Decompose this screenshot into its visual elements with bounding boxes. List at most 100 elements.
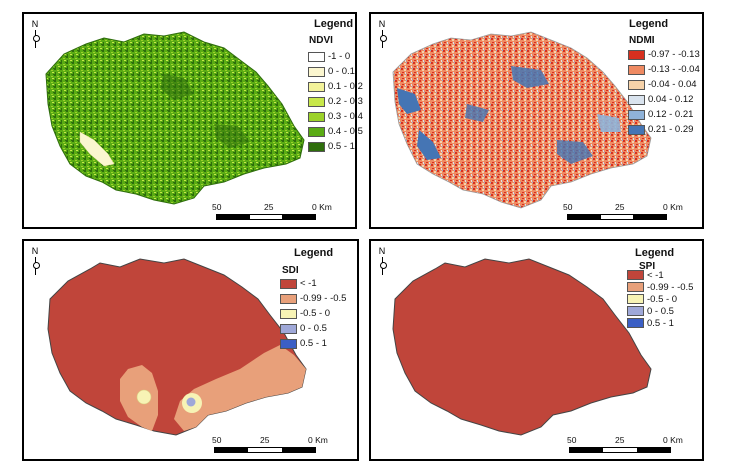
ndvi-map — [45, 31, 305, 205]
scale-label: 0 Km — [308, 435, 328, 445]
legend-swatch — [308, 81, 325, 92]
legend-title: Legend — [294, 247, 334, 259]
legend-swatch — [628, 64, 645, 75]
scale-label: 50 — [567, 435, 577, 445]
legend-item: -0.99 - -0.5 — [280, 291, 346, 306]
legend-item: -0.97 - -0.13 — [628, 47, 700, 62]
legend-title: Legend — [635, 247, 675, 259]
sdi-map — [47, 258, 307, 436]
ndmi-wet-patch — [511, 66, 549, 88]
sdi-basin — [47, 258, 307, 436]
scale-bar: 50 25 0 Km — [563, 202, 685, 220]
legend-item: -0.99 - -0.5 — [627, 281, 693, 293]
legend-item: 0 - 0.1 — [308, 64, 363, 79]
legend-swatch — [280, 338, 297, 349]
legend-variable: SDI — [282, 265, 299, 276]
legend-item: 0.21 - 0.29 — [628, 122, 700, 137]
legend-item: -0.5 - 0 — [280, 306, 346, 321]
ndmi-wet-patch — [465, 104, 489, 122]
legend-variable: SPI — [639, 261, 656, 272]
legend-swatch — [628, 124, 645, 135]
scale-label: 0 Km — [663, 202, 683, 212]
ndmi-legend: -0.97 - -0.13 -0.13 - -0.04 -0.04 - 0.04… — [628, 47, 700, 137]
legend-item: -1 - 0 — [308, 49, 363, 64]
sdi-legend: < -1 -0.99 - -0.5 -0.5 - 0 0 - 0.5 0.5 -… — [280, 276, 346, 351]
legend-swatch — [628, 79, 645, 90]
spi-basin — [392, 258, 652, 436]
sdi-mild-zone — [136, 389, 152, 405]
legend-item: < -1 — [627, 269, 693, 281]
legend-swatch — [308, 111, 325, 122]
legend-swatch — [308, 141, 325, 152]
ndmi-map — [392, 31, 652, 209]
sdi-moderate-zone — [174, 345, 306, 431]
scale-bar: 50 25 0 Km — [212, 202, 334, 220]
north-arrow: N — [29, 20, 41, 48]
ndvi-legend: -1 - 0 0 - 0.1 0.1 - 0.2 0.2 - 0.3 0.3 -… — [308, 49, 363, 154]
legend-swatch — [280, 293, 297, 304]
legend-swatch — [627, 318, 644, 328]
scale-bar: 50 25 0 Km — [212, 435, 334, 453]
legend-swatch — [628, 109, 645, 120]
legend-swatch — [627, 270, 644, 280]
ndvi-basin — [45, 31, 305, 205]
legend-swatch — [628, 49, 645, 60]
ndmi-wet-patch — [597, 114, 621, 132]
legend-item: 0.04 - 0.12 — [628, 92, 700, 107]
legend-item: < -1 — [280, 276, 346, 291]
legend-variable: NDVI — [309, 35, 333, 46]
scale-label: 50 — [212, 435, 222, 445]
spi-legend: < -1 -0.99 - -0.5 -0.5 - 0 0 - 0.5 0.5 -… — [627, 269, 693, 329]
legend-swatch — [280, 308, 297, 319]
ndmi-wet-patch — [557, 140, 593, 164]
legend-swatch — [308, 51, 325, 62]
north-arrow: N — [376, 247, 388, 275]
sdi-normal-zone — [186, 397, 196, 407]
legend-title: Legend — [629, 18, 669, 30]
legend-item: 0.1 - 0.2 — [308, 79, 363, 94]
sdi-map-panel: N Legend SDI < -1 -0.99 - -0.5 -0.5 - 0 … — [22, 239, 359, 461]
legend-item: -0.04 - 0.04 — [628, 77, 700, 92]
ndvi-low-patch — [79, 131, 115, 167]
ndvi-map-panel: N Legend NDVI -1 - 0 0 - 0.1 0.1 - 0.2 0… — [22, 12, 363, 229]
legend-item: -0.5 - 0 — [627, 293, 693, 305]
legend-item: 0.4 - 0.5 — [308, 124, 363, 139]
north-arrow: N — [29, 247, 41, 275]
legend-item: 0.12 - 0.21 — [628, 107, 700, 122]
ndmi-wet-patch — [417, 130, 441, 160]
ndvi-dense-patch — [214, 124, 250, 148]
scale-label: 25 — [260, 435, 270, 445]
spi-map — [392, 258, 652, 436]
spi-map-panel: N Legend SPI < -1 -0.99 - -0.5 -0.5 - 0 … — [369, 239, 704, 461]
scale-label: 25 — [615, 202, 625, 212]
legend-swatch — [280, 278, 297, 289]
legend-item: 0.5 - 1 — [627, 317, 693, 329]
legend-swatch — [308, 126, 325, 137]
legend-item: 0 - 0.5 — [627, 305, 693, 317]
scale-label: 0 Km — [312, 202, 332, 212]
scale-label: 25 — [615, 435, 625, 445]
legend-item: 0.3 - 0.4 — [308, 109, 363, 124]
scale-bar: 50 25 0 Km — [567, 435, 687, 453]
legend-title: Legend — [314, 18, 354, 30]
scale-label: 0 Km — [663, 435, 683, 445]
legend-item: 0.2 - 0.3 — [308, 94, 363, 109]
scale-label: 50 — [212, 202, 222, 212]
scale-label: 50 — [563, 202, 573, 212]
legend-item: 0.5 - 1 — [308, 139, 363, 154]
legend-swatch — [628, 94, 645, 105]
legend-variable: NDMI — [629, 35, 655, 46]
legend-swatch — [627, 306, 644, 316]
scale-label: 25 — [264, 202, 274, 212]
ndvi-dense-patch — [160, 74, 194, 100]
ndmi-map-panel: N Legend NDMI -0.97 - -0.13 -0.13 - -0.0… — [369, 12, 704, 229]
legend-item: 0.5 - 1 — [280, 336, 346, 351]
legend-item: 0 - 0.5 — [280, 321, 346, 336]
north-arrow: N — [376, 20, 388, 48]
legend-swatch — [280, 323, 297, 334]
ndmi-wet-patch — [397, 88, 421, 114]
legend-swatch — [627, 282, 644, 292]
legend-swatch — [308, 96, 325, 107]
legend-swatch — [627, 294, 644, 304]
legend-swatch — [308, 66, 325, 77]
